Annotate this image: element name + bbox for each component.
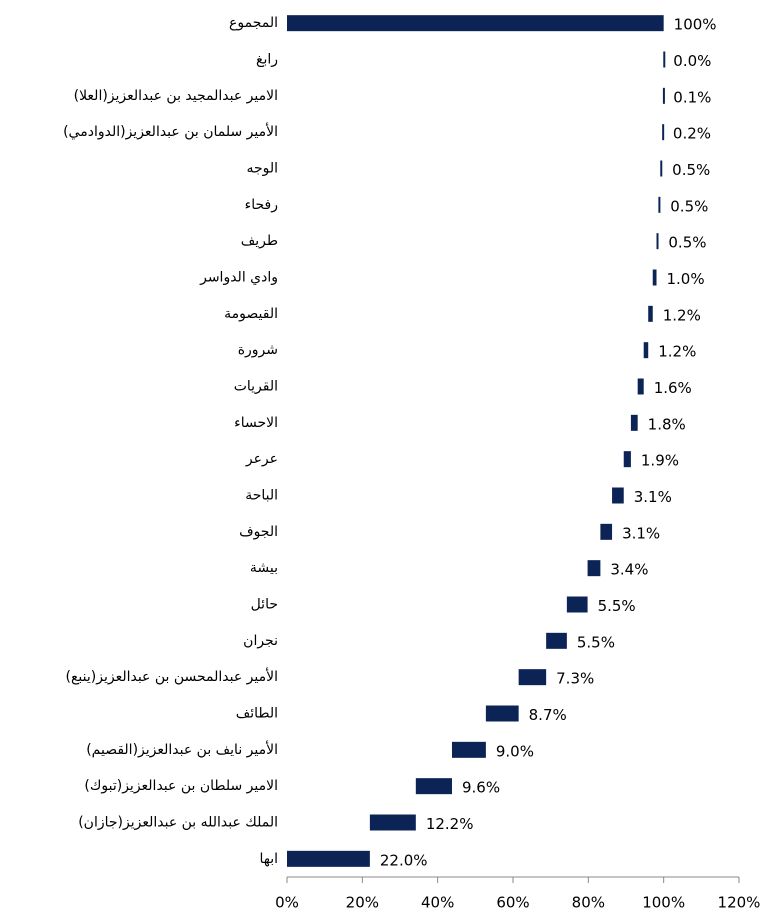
category-label: رفحاء (245, 197, 278, 213)
value-label: 0.1% (673, 88, 711, 106)
category-label: حائل (251, 597, 278, 613)
value-label: 1.2% (658, 343, 696, 361)
bar (369, 814, 416, 831)
bar (287, 850, 370, 867)
x-tick-label: 100% (642, 894, 685, 912)
category-label: ابها (259, 851, 278, 867)
category-label: الجوف (239, 524, 278, 540)
value-label: 1.6% (654, 379, 692, 397)
bar (546, 632, 567, 649)
value-label: 8.7% (529, 706, 567, 724)
value-label: 3.1% (634, 488, 672, 506)
x-tick-label: 60% (496, 894, 529, 912)
bar (660, 160, 663, 177)
bar (656, 233, 659, 250)
value-label: 5.5% (598, 597, 636, 615)
x-tick-label: 40% (421, 894, 454, 912)
category-label: الباحة (245, 488, 278, 504)
category-label: رابغ (256, 52, 278, 68)
category-label: طريف (241, 233, 278, 249)
bar (587, 560, 601, 577)
value-label: 1.8% (648, 415, 686, 433)
bar (643, 342, 649, 359)
bar (658, 196, 661, 213)
bar (451, 741, 486, 758)
value-label: 0.5% (668, 234, 706, 252)
bar (662, 87, 665, 104)
category-label: وادي الدواسر (199, 270, 278, 286)
category-label: الأمير سلمان بن عبدالعزيز(الدوادمي) (63, 122, 278, 140)
category-label: الأمير عبدالمحسن بن عبدالعزيز(ينبع) (66, 667, 279, 685)
value-label: 1.2% (663, 306, 701, 324)
value-label: 3.4% (610, 561, 648, 579)
bar (623, 451, 631, 468)
category-label: الامير سلطان بن عبدالعزيز(تبوك) (84, 778, 278, 794)
value-label: 1.0% (667, 270, 705, 288)
bar (663, 51, 666, 68)
category-label: الامير عبدالمجيد بن عبدالعزيز(العلا) (74, 88, 278, 104)
x-tick-label: 120% (718, 894, 761, 912)
value-label: 100% (674, 16, 717, 34)
value-label: 1.9% (641, 452, 679, 470)
x-tick-label: 80% (572, 894, 605, 912)
category-label: عرعر (245, 451, 278, 467)
value-label: 9.6% (462, 779, 500, 797)
category-label: القريات (234, 379, 278, 395)
x-tick-label: 20% (346, 894, 379, 912)
bar (637, 378, 644, 395)
category-label: شرورة (238, 342, 278, 358)
category-label: الملك عبدالله بن عبدالعزيز(جازان) (78, 815, 278, 831)
bar (566, 596, 588, 613)
value-label: 22.0% (380, 851, 428, 869)
category-label: الأمير نايف بن عبدالعزيز(القصيم) (86, 740, 278, 758)
value-label: 7.3% (556, 670, 594, 688)
bar (600, 523, 613, 540)
category-label: بيشة (250, 560, 278, 576)
bar (415, 778, 452, 795)
bar (485, 705, 519, 722)
value-label: 9.0% (496, 742, 534, 760)
value-label: 5.5% (577, 633, 615, 651)
bar (287, 15, 664, 32)
category-label: نجران (243, 633, 278, 649)
category-label: الوجه (246, 161, 278, 177)
value-label: 0.2% (673, 125, 711, 143)
bar (652, 269, 657, 286)
category-label: القيصومة (224, 306, 278, 322)
value-label: 3.1% (622, 524, 660, 542)
category-label: الاحساء (234, 415, 278, 431)
bar (662, 124, 665, 141)
value-label: 0.0% (673, 52, 711, 70)
value-label: 12.2% (426, 815, 474, 833)
x-tick-label: 0% (275, 894, 299, 912)
category-label: الطائف (236, 706, 278, 722)
bar (630, 414, 638, 431)
category-label: المجموع (229, 15, 278, 31)
value-label: 0.5% (670, 197, 708, 215)
value-label: 0.5% (672, 161, 710, 179)
bar (648, 305, 653, 322)
bar (612, 487, 624, 504)
bar (518, 669, 547, 686)
